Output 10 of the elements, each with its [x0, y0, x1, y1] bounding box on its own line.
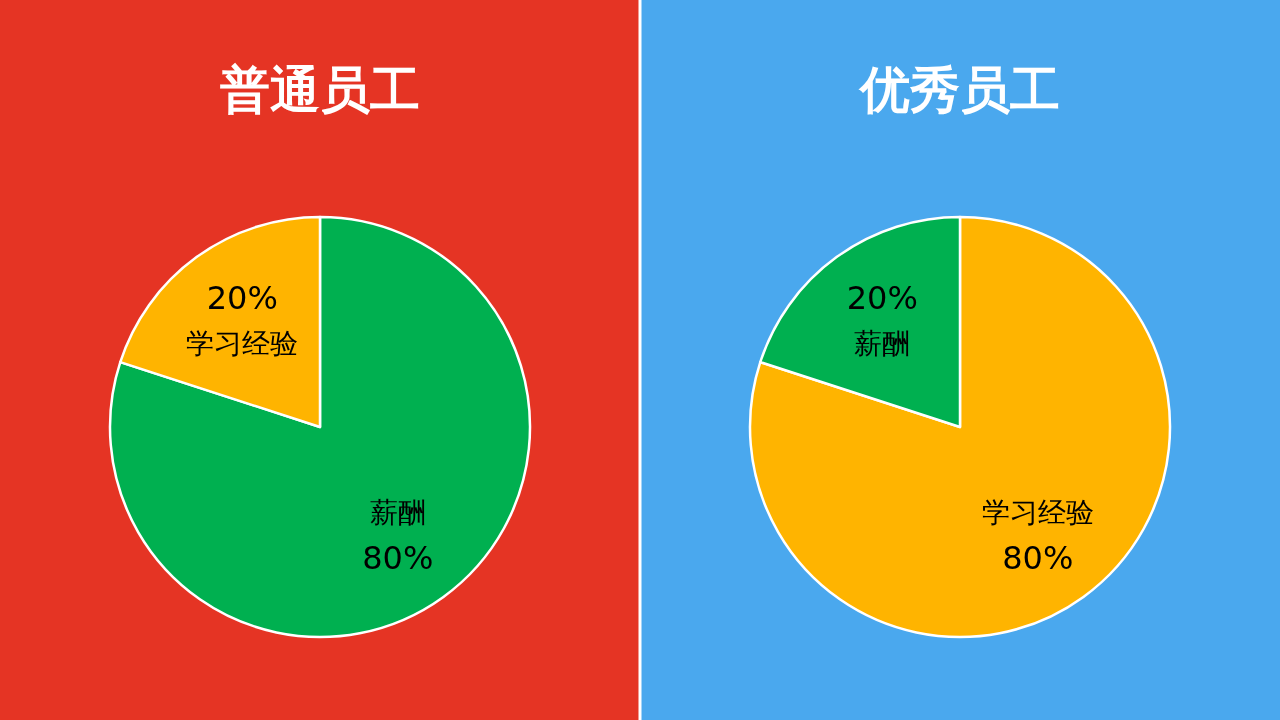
data-label: 20%	[846, 278, 918, 317]
data-label: 80%	[1002, 539, 1074, 578]
slice-label: 薪酬	[854, 327, 911, 361]
chart-title: 优秀员工	[858, 61, 1060, 119]
slice-label: 薪酬	[369, 495, 426, 529]
data-label: 20%	[206, 278, 278, 317]
data-label: 80%	[362, 539, 434, 578]
chart-title: 普通员工	[220, 61, 420, 119]
slice-label: 学习经验	[186, 327, 299, 361]
slice-label: 学习经验	[981, 495, 1094, 529]
